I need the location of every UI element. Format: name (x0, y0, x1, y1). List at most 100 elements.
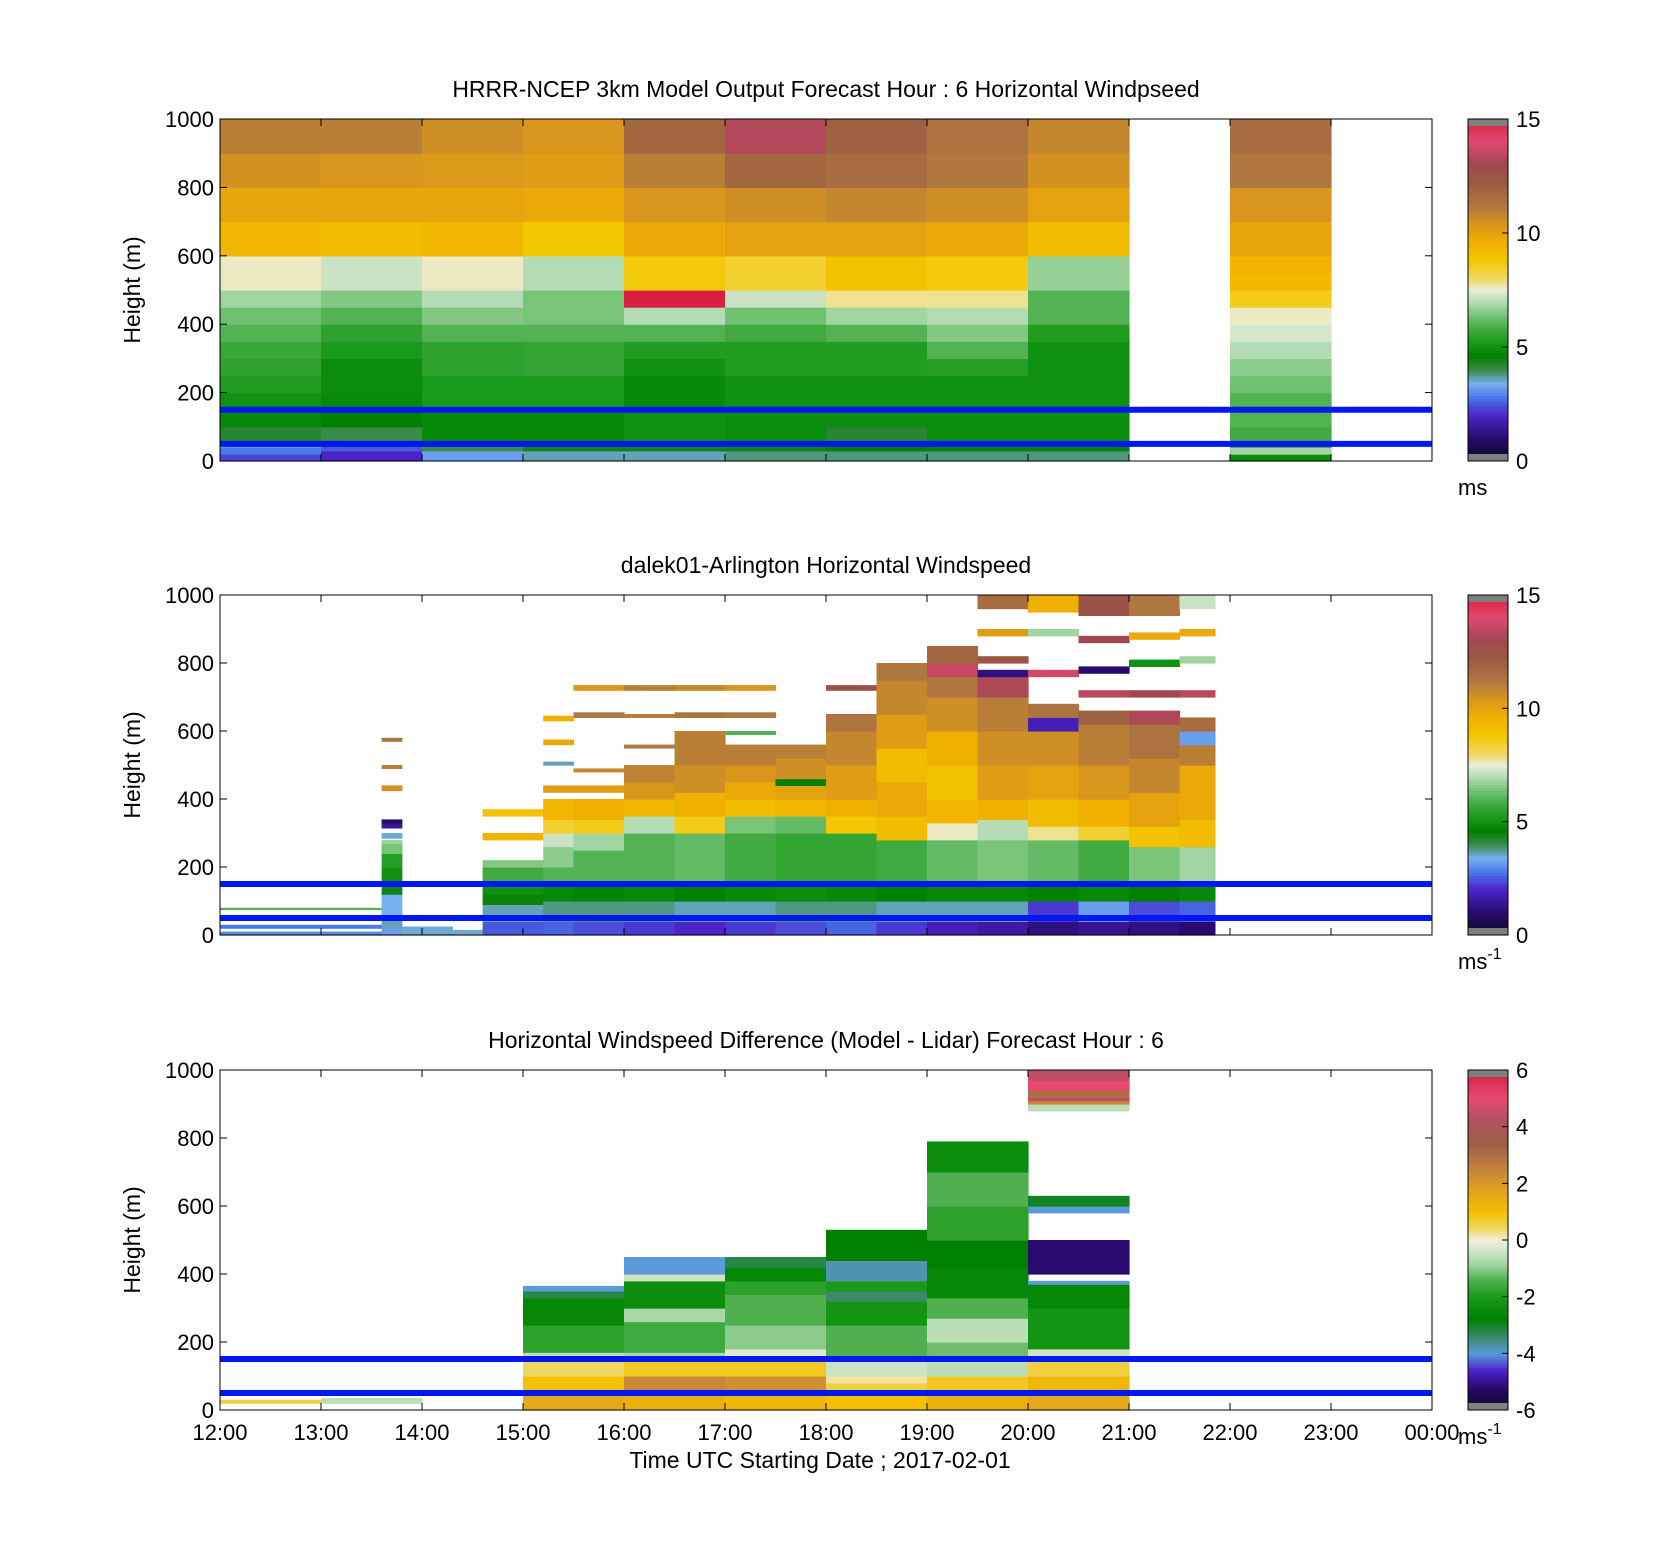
colorbar-segment (1468, 181, 1508, 186)
colorbar-segment (1468, 714, 1508, 718)
heatmap-cell (927, 1267, 1029, 1299)
colorbar-frame (1467, 118, 1509, 462)
heatmap-cell (775, 799, 827, 817)
heatmap-cell (1129, 690, 1181, 698)
y-tick-label: 600 (177, 1194, 214, 1219)
colorbar-segment (1468, 731, 1508, 735)
colorbar-segment (1468, 1285, 1508, 1289)
colorbar-segment (1468, 443, 1508, 448)
colorbar: -6 -4 -2 0 2 4 6 ms-1 (1458, 1058, 1536, 1449)
colorbar-segment (1468, 1296, 1508, 1300)
colorbar-segment (1468, 1143, 1508, 1147)
heatmap-cell (1230, 153, 1332, 188)
heatmap-cell (927, 822, 979, 841)
heatmap-cell (725, 187, 827, 223)
colorbar-segment (1468, 1251, 1508, 1255)
heatmap-cell (725, 307, 827, 325)
colorbar-segment (1468, 884, 1508, 888)
heatmap-cell (826, 1325, 928, 1360)
colorbar-segment (1468, 1220, 1508, 1224)
colorbar-segment (1468, 1262, 1508, 1266)
heatmap-cell (422, 153, 524, 188)
heatmap-cell (1230, 119, 1332, 154)
heatmap-cell (624, 450, 726, 462)
colorbar-segment (1468, 1359, 1508, 1363)
colorbar-segment (1468, 421, 1508, 425)
colorbar-segment (1468, 674, 1508, 678)
colorbar-segment (1468, 1081, 1508, 1085)
heatmap-cell (977, 839, 1029, 885)
heatmap-cell (1230, 290, 1332, 308)
colorbar-segment (1468, 850, 1508, 854)
x-tick-label: 18:00 (798, 1420, 853, 1445)
colorbar-segment (1468, 412, 1508, 416)
heatmap-cell (1028, 921, 1080, 936)
colorbar-segment (1468, 691, 1508, 695)
heatmap-cell (674, 731, 726, 766)
heatmap-cell (826, 221, 928, 257)
heatmap-cell (927, 1206, 1029, 1241)
heatmap-cell (1179, 656, 1216, 664)
colorbar-segment (1468, 677, 1508, 681)
heatmap-cell (543, 739, 575, 746)
heatmap-cell (220, 924, 383, 929)
heatmap-cell (543, 761, 575, 766)
colorbar-segment (1468, 324, 1508, 328)
colorbar-segment (1468, 409, 1508, 414)
heatmap-cell (220, 1399, 322, 1404)
heatmap-cell (573, 685, 625, 691)
colorbar-tick-label: 2 (1516, 1171, 1528, 1196)
colorbar-segment (1468, 193, 1508, 197)
heatmap-cell (927, 375, 1029, 411)
colorbar-segment (1468, 745, 1508, 749)
colorbar-segment (1468, 722, 1508, 726)
heatmap-cell (927, 187, 1029, 223)
colorbar-segment (1468, 881, 1508, 885)
colorbar-segment (1468, 1279, 1508, 1283)
heatmap-cell (977, 676, 1029, 698)
heatmap-cell (725, 221, 827, 257)
heatmap-cell (826, 341, 928, 377)
heatmap-cell (674, 833, 726, 885)
heatmap-cell (381, 853, 403, 868)
colorbar-segment (1468, 338, 1508, 342)
colorbar-segment (1468, 1336, 1508, 1340)
colorbar-segment (1468, 1123, 1508, 1128)
heatmap-cell (1028, 1240, 1130, 1275)
colorbar-segment (1468, 1398, 1508, 1402)
heatmap-cell (381, 894, 403, 916)
colorbar-segment (1468, 1084, 1508, 1088)
heatmap-cell (1028, 221, 1130, 257)
colorbar-segment (1468, 190, 1508, 194)
colorbar-segment (1468, 304, 1508, 308)
heatmap-cell (826, 884, 878, 902)
heatmap-cell (381, 928, 403, 936)
colorbar-segment (1468, 1291, 1508, 1295)
heatmap-cell (220, 907, 383, 911)
y-tick-label: 800 (177, 175, 214, 200)
heatmap-cell (775, 884, 827, 902)
colorbar-segment (1468, 1075, 1508, 1079)
colorbar-tick-label: 5 (1516, 335, 1528, 360)
colorbar-tick-label: 0 (1516, 1228, 1528, 1253)
heatmap-cell (927, 1342, 1029, 1360)
heatmap-cell (482, 921, 544, 936)
heatmap-cell (321, 1398, 423, 1404)
y-tick-label: 0 (202, 923, 214, 948)
heatmap-cell (381, 839, 403, 844)
colorbar-segment (1468, 1098, 1508, 1102)
colorbar-segment (1468, 446, 1508, 451)
colorbar-segment (1468, 1089, 1508, 1094)
heatmap-cell (523, 1285, 625, 1292)
y-tick-label: 1000 (165, 583, 214, 608)
heatmap-cell (321, 221, 423, 257)
heatmap-cell (826, 153, 928, 188)
colorbar-segment (1468, 335, 1508, 339)
colorbar-segment (1468, 1367, 1508, 1371)
colorbar-cap (1468, 1070, 1508, 1077)
colorbar-segment (1468, 432, 1508, 436)
y-tick-label: 400 (177, 1262, 214, 1287)
heatmap-cell (422, 409, 524, 442)
heatmap-cell (1028, 1097, 1130, 1102)
heatmap-cell (826, 1291, 928, 1302)
